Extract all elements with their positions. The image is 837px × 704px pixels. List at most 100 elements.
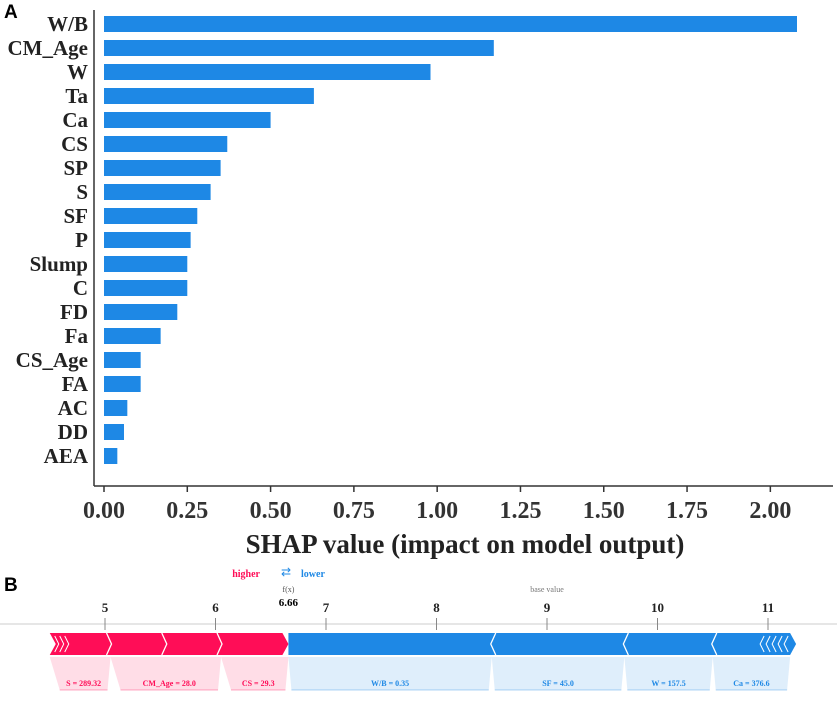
higher-label: higher (232, 569, 260, 580)
feature-label: SP (63, 156, 88, 180)
bar-w-b (104, 16, 797, 32)
feature-label: CS_Age (16, 348, 88, 372)
force-tick-group: 5 6 7 8 9 10 11 (102, 600, 774, 630)
bar-ca (104, 112, 271, 128)
feature-label: Slump (30, 252, 88, 276)
x-tick-group: 0.00 0.25 0.50 0.75 1.00 1.25 1.50 1.75 2.00 (83, 486, 791, 524)
x-tick-label: 1.75 (666, 498, 708, 524)
x-tick-label: 0.25 (166, 498, 208, 524)
feature-label: CS (61, 132, 88, 156)
force-chevron-mark (64, 635, 70, 653)
force-feature-label: SF = 45.0 (542, 679, 574, 688)
fx-value: 6.66 (279, 597, 299, 609)
shap-force-plot: higher ⇄ lower base value f(x) 6.66 5 6 7 8… (0, 565, 837, 691)
feature-label: S (76, 180, 88, 204)
bar-fa (104, 328, 161, 344)
force-feature-label: S = 289.32 (66, 679, 101, 688)
bar-s (104, 184, 211, 200)
fx-label: f(x) (282, 585, 294, 594)
x-tick-label: 2.00 (749, 498, 791, 524)
force-chevron-mark (54, 635, 60, 653)
force-divider-mark (490, 632, 497, 656)
force-feature-band-blue (712, 657, 791, 690)
force-tick-label: 11 (762, 600, 774, 615)
feature-label: W (67, 60, 88, 84)
force-bar-group (49, 632, 797, 656)
force-divider-mark (622, 632, 629, 656)
bar-cs (104, 136, 228, 152)
force-divider-mark (161, 632, 168, 656)
feature-label: DD (58, 420, 88, 444)
bar-p (104, 232, 191, 248)
force-tick-label: 8 (433, 600, 440, 615)
force-feature-label: CS = 29.3 (242, 679, 275, 688)
feature-label: Ta (65, 84, 88, 108)
force-blue-segment (288, 633, 797, 655)
feature-label: C (73, 276, 88, 300)
bar-ta (104, 88, 314, 104)
bar-w (104, 64, 431, 80)
bar-cm-age (104, 40, 494, 56)
force-feature-band-blue (288, 657, 492, 690)
panel-b-label: B (4, 575, 18, 596)
x-tick-label: 1.00 (416, 498, 458, 524)
force-feature-band-blue (491, 657, 625, 690)
force-chevron-mark (759, 635, 765, 653)
bar-slump (104, 256, 188, 272)
feature-label: FD (60, 300, 88, 324)
force-feature-label: W/B = 0.35 (371, 679, 409, 688)
panel-a-label: A (4, 2, 18, 23)
x-tick-label: 0.50 (250, 498, 292, 524)
feature-label: P (75, 228, 88, 252)
force-chevron-mark (771, 635, 777, 653)
force-feature-band-red (110, 657, 222, 690)
feature-label: Ca (62, 108, 88, 132)
x-tick-label: 1.50 (583, 498, 625, 524)
force-feature-label: W = 157.5 (651, 679, 685, 688)
force-tick-label: 9 (544, 600, 551, 615)
arrows-icon: ⇄ (281, 565, 291, 579)
force-tick-label: 5 (102, 600, 109, 615)
lower-label: lower (301, 569, 325, 580)
force-tick-label: 10 (651, 600, 664, 615)
feature-label-group: W/BCM_AgeWTaCaCSSPSSFPSlumpCFDFaCS_AgeFA… (8, 12, 89, 468)
force-chevron-mark (59, 635, 65, 653)
shap-summary-bar-chart: W/BCM_AgeWTaCaCSSPSSFPSlumpCFDFaCS_AgeFA… (8, 10, 833, 559)
x-tick-label: 0.00 (83, 498, 125, 524)
force-tick-label: 7 (323, 600, 330, 615)
force-chevron-mark (783, 635, 789, 653)
bar-fd (104, 304, 178, 320)
bar-c (104, 280, 188, 296)
feature-label: SF (63, 204, 88, 228)
bar-fa (104, 376, 141, 392)
force-divider-mark (105, 632, 113, 656)
force-divider-mark (216, 632, 223, 656)
force-feature-band-blue (624, 657, 713, 690)
feature-label: W/B (47, 12, 88, 36)
force-divider-mark (711, 632, 718, 656)
force-tick-label: 6 (212, 600, 219, 615)
feature-label: FA (62, 372, 89, 396)
x-axis-label: SHAP value (impact on model output) (246, 529, 685, 559)
feature-label: CM_Age (8, 36, 88, 60)
bar-group (104, 16, 797, 464)
bar-sf (104, 208, 198, 224)
base-value-label: base value (530, 585, 564, 594)
force-feature-label-group: S = 289.32 CM_Age = 28.0 CS = 29.3 W/B = 0.… (49, 657, 791, 691)
force-feature-band-red (49, 657, 111, 690)
bar-ac (104, 400, 128, 416)
x-tick-label: 1.25 (499, 498, 541, 524)
feature-label: Fa (65, 324, 89, 348)
feature-label: AEA (44, 444, 89, 468)
force-chevron-mark (777, 635, 783, 653)
force-red-segment (49, 633, 289, 655)
bar-sp (104, 160, 221, 176)
force-chevron-mark (765, 635, 771, 653)
x-tick-label: 0.75 (333, 498, 375, 524)
force-feature-label: CM_Age = 28.0 (143, 679, 196, 688)
bar-dd (104, 424, 124, 440)
bar-cs-age (104, 352, 141, 368)
force-feature-label: Ca = 376.6 (733, 679, 769, 688)
bar-aea (104, 448, 118, 464)
